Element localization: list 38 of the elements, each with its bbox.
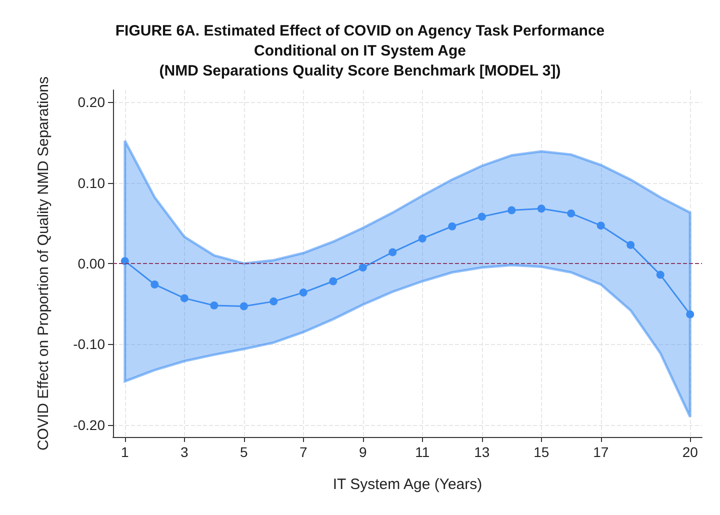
point (388, 248, 397, 256)
point (508, 206, 516, 214)
x-tick-label: 3 (180, 444, 188, 460)
point (626, 240, 635, 249)
point (567, 209, 576, 218)
x-tick-label: 7 (299, 444, 308, 460)
x-axis-title: IT System Age (Years) (332, 476, 482, 493)
point (180, 294, 188, 302)
y-tick-label: 0.10 (78, 174, 106, 191)
point (329, 277, 338, 286)
x-tick-label: 9 (358, 444, 367, 460)
point (150, 280, 159, 288)
point (270, 297, 278, 306)
x-tick-label: 1 (121, 444, 129, 460)
x-tick-label: 15 (534, 444, 550, 460)
x-tick-label: 13 (474, 444, 490, 460)
point (537, 204, 546, 213)
x-tick-label: 17 (593, 444, 609, 460)
y-tick-label: -0.20 (73, 416, 106, 433)
y-tick-label: 0.20 (78, 94, 106, 110)
point (686, 310, 694, 318)
point (448, 222, 456, 230)
y-tick-label: 0.00 (78, 256, 106, 272)
point (596, 222, 605, 230)
y-tick-label: -0.10 (73, 336, 106, 352)
point (120, 257, 129, 266)
point (299, 288, 308, 297)
point (358, 264, 367, 272)
x-tick-label: 11 (415, 444, 430, 460)
point (240, 302, 248, 310)
x-tick-label: 20 (682, 444, 698, 460)
point (418, 234, 426, 242)
chart-title: FIGURE 6A. Estimated Effect of COVID on Agency Task Performance Conditional on IT System Age (NMD Separations Quality Score Benchmark [MODEL 3]) (115, 22, 605, 80)
x-tick-label: 5 (240, 444, 248, 460)
point (478, 212, 486, 221)
point (656, 270, 664, 279)
y-axis-title: COVID Effect on Proportion of Quality NMD Separations (35, 76, 52, 451)
point (210, 301, 218, 310)
